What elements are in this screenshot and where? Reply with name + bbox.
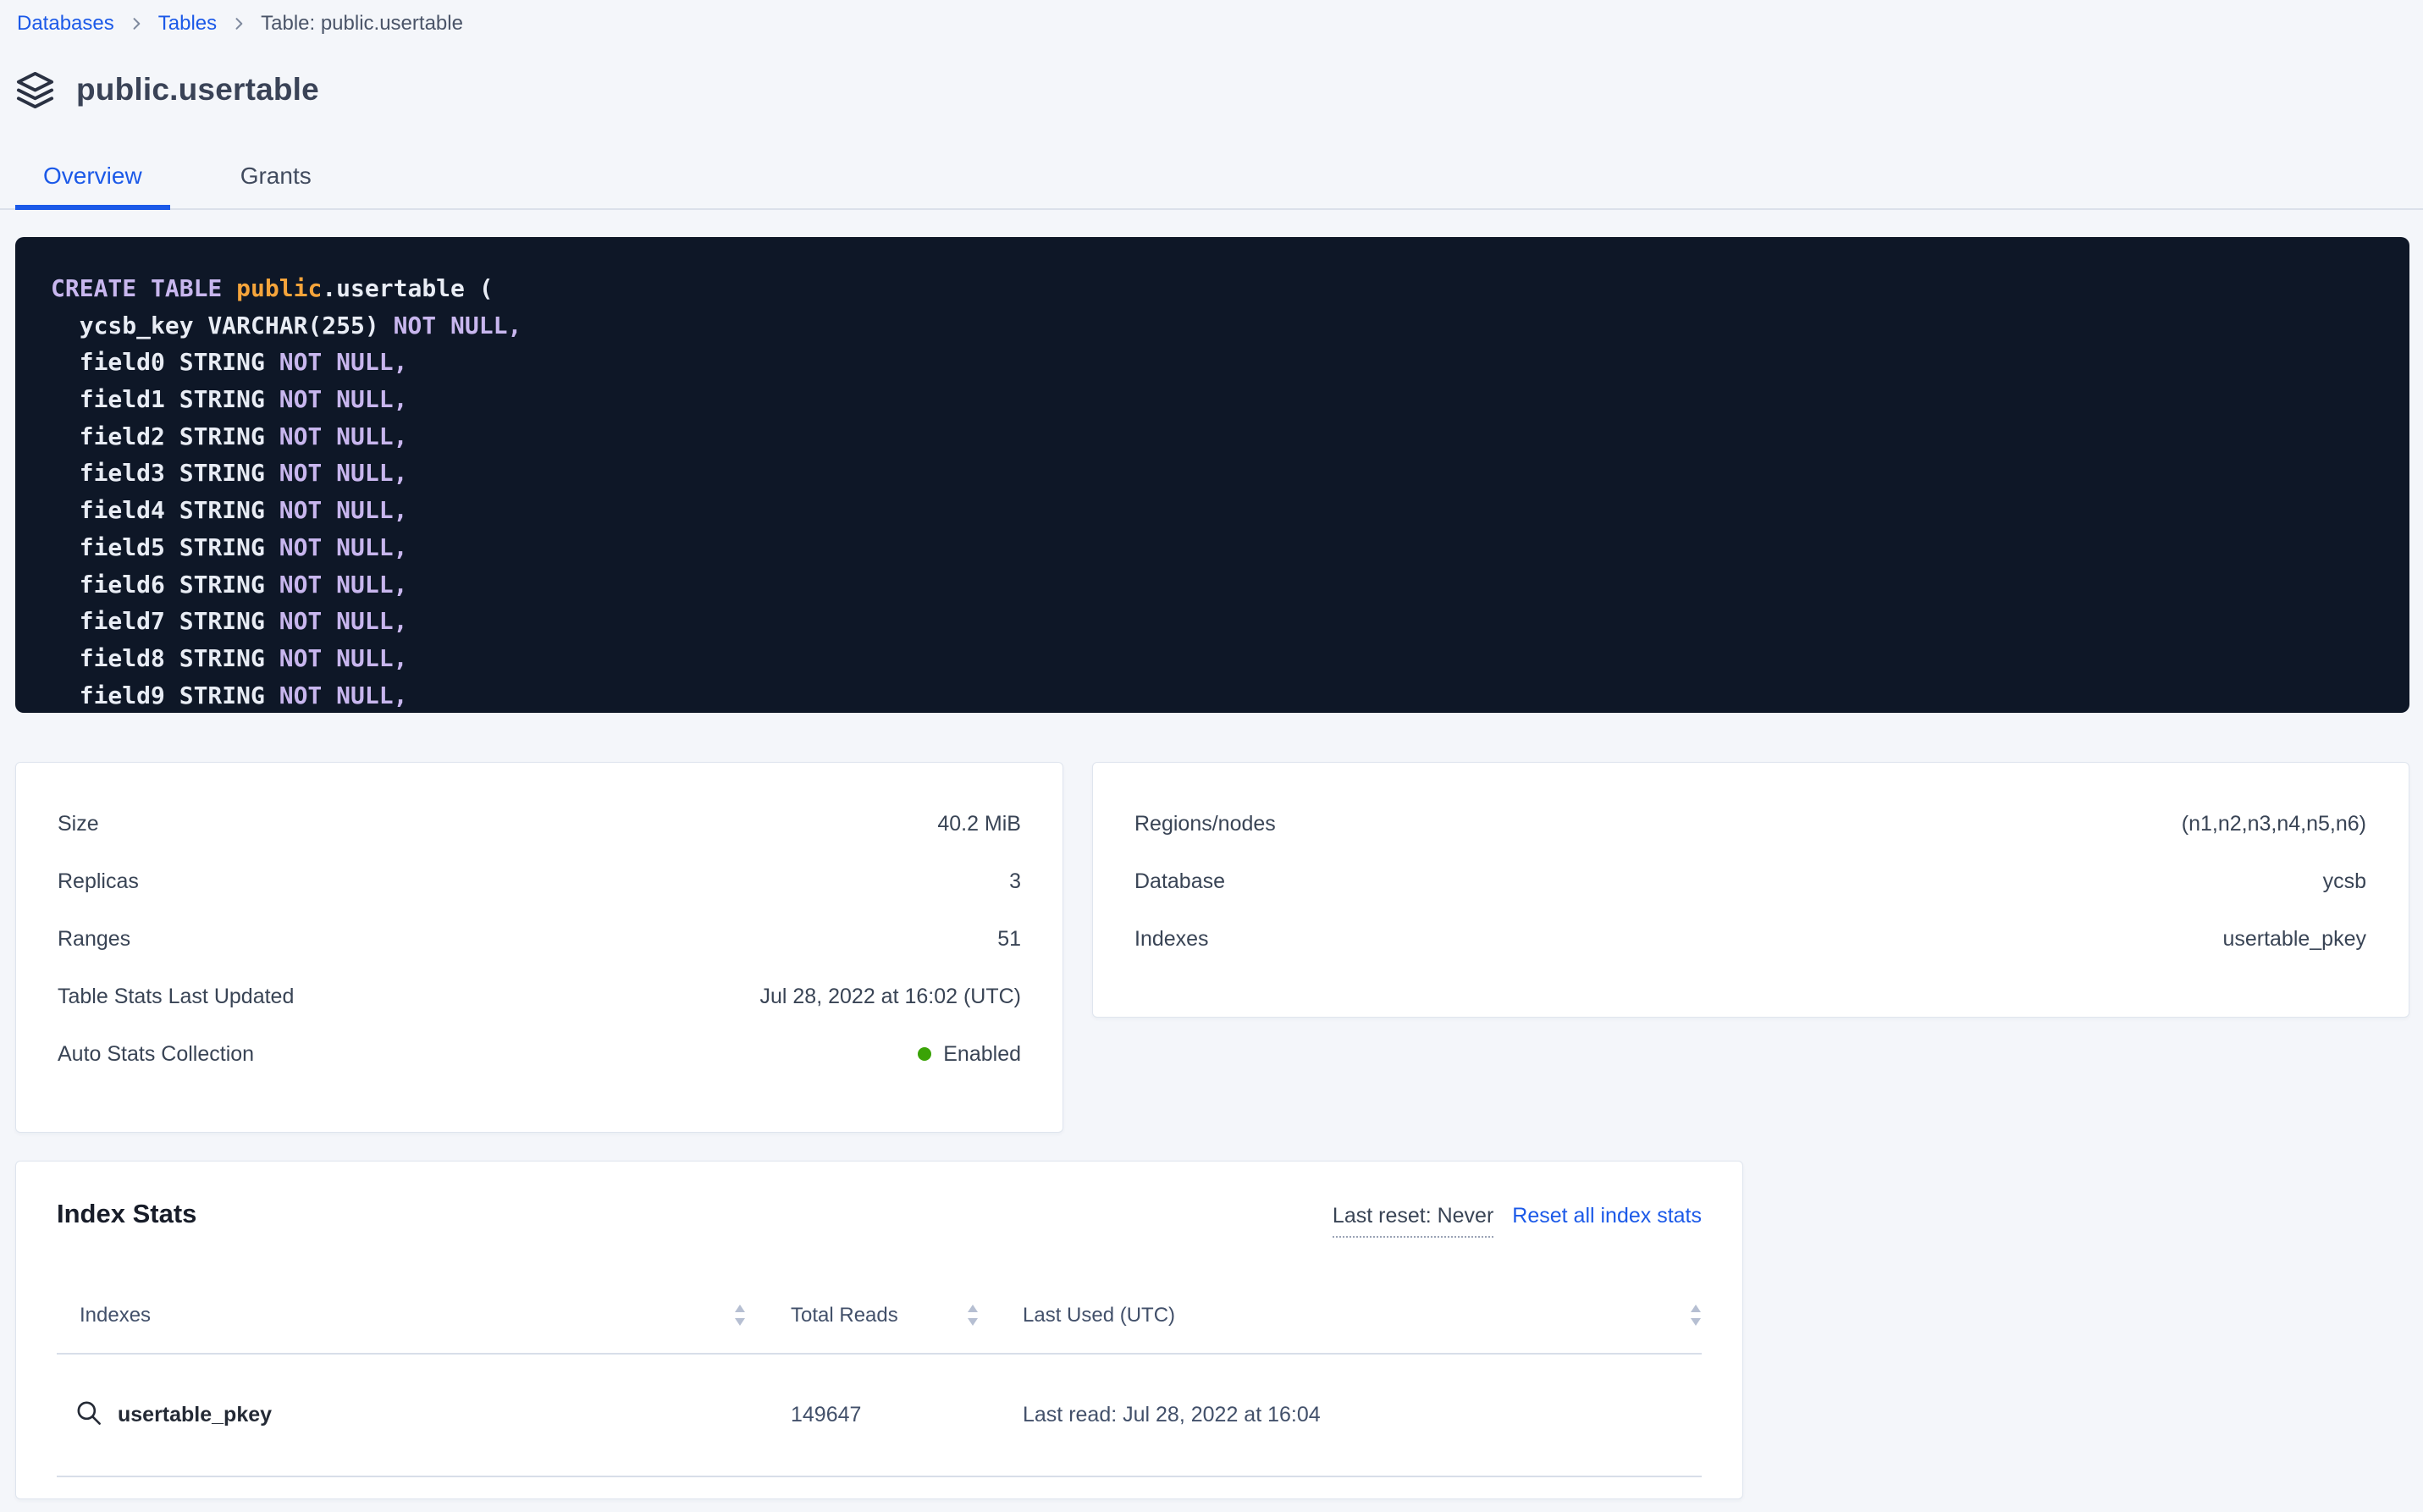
chevron-right-icon <box>128 15 145 32</box>
stat-row: Database ycsb <box>1134 853 2366 910</box>
sql-line: CREATE TABLE public.usertable ( <box>51 274 494 302</box>
stat-value: 40.2 MiB <box>937 811 1021 836</box>
stat-label: Size <box>58 811 99 836</box>
stat-label: Regions/nodes <box>1134 811 1276 836</box>
last-used-cell: Last read: Jul 28, 2022 at 16:04 <box>1004 1403 1702 1427</box>
stat-value: (n1,n2,n3,n4,n5,n6) <box>2181 811 2366 836</box>
index-stats-title: Index Stats <box>57 1199 197 1228</box>
stat-label: Table Stats Last Updated <box>58 984 295 1008</box>
sql-line: ycsb_key VARCHAR(255) NOT NULL, <box>51 311 522 339</box>
tab-bar: Overview Grants <box>0 151 2423 210</box>
stat-row: Regions/nodes (n1,n2,n3,n4,n5,n6) <box>1134 795 2366 853</box>
stat-row: Replicas 3 <box>58 853 1021 910</box>
stack-icon <box>15 70 55 110</box>
tab-grants[interactable]: Grants <box>240 163 312 189</box>
breadcrumb-link-databases[interactable]: Databases <box>17 12 114 35</box>
sort-icon[interactable] <box>1690 1304 1702 1327</box>
tab-overview[interactable]: Overview <box>15 151 170 210</box>
index-name-link[interactable]: usertable_pkey <box>118 1403 273 1426</box>
sql-line: field1 STRING NOT NULL, <box>51 385 408 414</box>
stats-cards: Size 40.2 MiB Replicas 3 Ranges 51 Table Stats… <box>15 762 2409 1133</box>
sql-line: field8 STRING NOT NULL, <box>51 643 408 672</box>
stat-value: ycsb <box>2322 869 2366 893</box>
sql-line: field0 STRING NOT NULL, <box>51 348 408 377</box>
sort-icon[interactable] <box>734 1304 746 1327</box>
reset-index-stats-link[interactable]: Reset all index stats <box>1512 1204 1702 1228</box>
stat-row: Auto Stats Collection Enabled <box>58 1025 1021 1083</box>
stat-value: usertable_pkey <box>2222 926 2366 951</box>
sql-line: field5 STRING NOT NULL, <box>51 533 408 561</box>
stat-row: Size 40.2 MiB <box>58 795 1021 853</box>
stat-row: Indexes usertable_pkey <box>1134 910 2366 968</box>
column-header-total-reads[interactable]: Total Reads <box>746 1304 1004 1327</box>
total-reads-cell: 149647 <box>746 1403 1004 1427</box>
sql-line: field4 STRING NOT NULL, <box>51 496 408 525</box>
total-reads-value: 149647 <box>791 1403 862 1426</box>
stat-label: Ranges <box>58 926 131 951</box>
stat-value: Enabled <box>918 1042 1021 1067</box>
sql-line: field3 STRING NOT NULL, <box>51 459 408 488</box>
stat-value: 51 <box>997 926 1021 951</box>
stat-row: Table Stats Last Updated Jul 28, 2022 at … <box>58 968 1021 1025</box>
stat-label: Auto Stats Collection <box>58 1041 255 1066</box>
last-reset-label: Last reset: Never <box>1332 1204 1494 1238</box>
stat-value: 3 <box>1009 869 1021 893</box>
create-table-sql: CREATE TABLE public.usertable ( ycsb_key… <box>15 237 2409 713</box>
sql-line: field9 STRING NOT NULL, <box>51 681 408 709</box>
page-title: public.usertable <box>76 72 319 107</box>
chevron-right-icon <box>230 15 247 32</box>
stat-row: Ranges 51 <box>58 910 1021 968</box>
page-header: public.usertable <box>15 68 2423 112</box>
last-used-value: Last read: Jul 28, 2022 at 16:04 <box>1023 1403 1321 1426</box>
stat-label: Replicas <box>58 869 139 893</box>
stat-label: Database <box>1134 869 1226 893</box>
table-info-card: Regions/nodes (n1,n2,n3,n4,n5,n6) Database… <box>1092 762 2409 1018</box>
column-header-label: Indexes <box>80 1303 152 1327</box>
breadcrumb-current: Table: public.usertable <box>261 12 463 35</box>
status-dot-icon <box>918 1047 932 1061</box>
table-row: usertable_pkey 149647 Last read: Jul 28, 2… <box>57 1355 1702 1477</box>
stat-label: Indexes <box>1134 926 1209 951</box>
index-stats-table: Indexes Total Reads Last Used (UTC) userta… <box>57 1277 1702 1477</box>
breadcrumb-link-tables[interactable]: Tables <box>157 12 218 35</box>
column-header-label: Total Reads <box>791 1303 898 1327</box>
sort-icon[interactable] <box>967 1304 979 1327</box>
magnifier-icon <box>74 1398 103 1433</box>
stat-value: Jul 28, 2022 at 16:02 (UTC) <box>759 984 1022 1008</box>
index-stats-card: Index Stats Last reset: Never Reset all … <box>15 1161 1743 1499</box>
index-table-header: Indexes Total Reads Last Used (UTC) <box>57 1277 1702 1355</box>
column-header-last-used-utc-[interactable]: Last Used (UTC) <box>1004 1304 1702 1327</box>
column-header-label: Last Used (UTC) <box>1023 1303 1176 1327</box>
sql-line: field6 STRING NOT NULL, <box>51 570 408 599</box>
sql-line: field2 STRING NOT NULL, <box>51 422 408 450</box>
sql-line: field7 STRING NOT NULL, <box>51 607 408 636</box>
column-header-indexes[interactable]: Indexes <box>57 1304 746 1327</box>
table-stats-card: Size 40.2 MiB Replicas 3 Ranges 51 Table Stats… <box>15 762 1063 1133</box>
breadcrumb: Databases Tables Table: public.usertable <box>0 0 2423 37</box>
index-name-cell: usertable_pkey <box>57 1398 746 1433</box>
